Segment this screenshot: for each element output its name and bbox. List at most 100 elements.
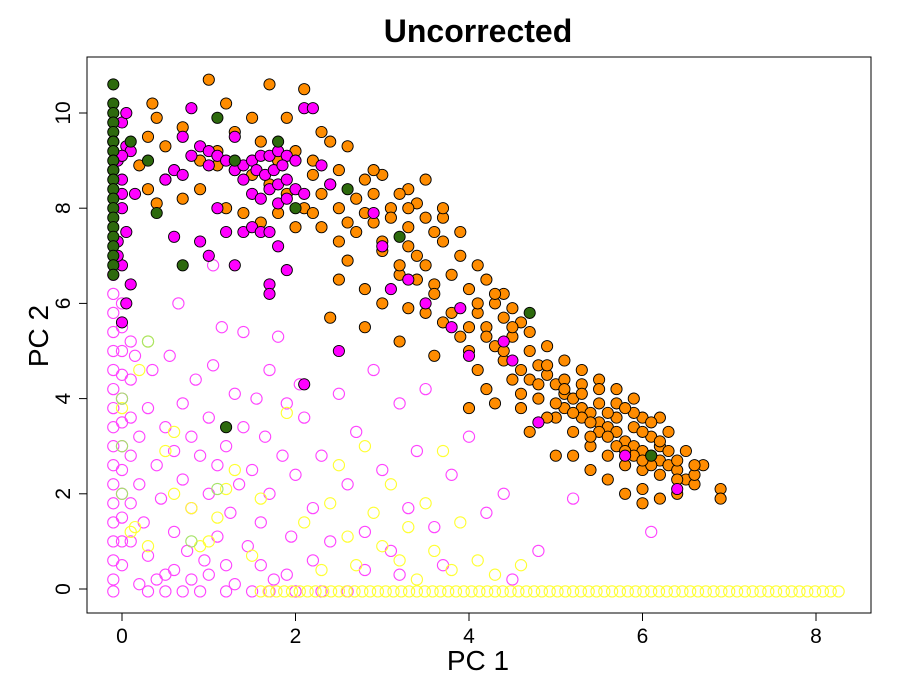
scatter-point [107,585,120,598]
scatter-point [593,383,606,396]
scatter-point [341,216,354,229]
scatter-point [220,97,233,110]
scatter-point [211,202,224,215]
scatter-point [384,211,397,224]
scatter-point [419,211,432,224]
scatter-point [610,383,623,396]
chart-title: Uncorrected [384,13,573,49]
scatter-point [371,585,385,598]
scatter-point [473,585,486,598]
scatter-point [107,325,120,339]
scatter-point [376,297,389,310]
scatter-point [306,501,320,515]
scatter-point [567,425,580,438]
scatter-point [194,183,207,196]
scatter-point [176,192,189,205]
scatter-point [202,73,215,86]
scatter-point [428,225,441,239]
scatter-point [340,585,353,598]
scatter-point [176,130,189,143]
scatter-point [232,478,246,491]
scatter-point [402,240,415,253]
scatter-point [428,349,441,362]
scatter-point [124,335,137,348]
scatter-point [449,585,463,598]
scatter-point [206,359,220,372]
scatter-point [341,530,354,543]
scatter-point [348,585,361,598]
scatter-point [574,585,588,598]
scatter-point [769,585,783,598]
scatter-point [124,525,137,539]
scatter-point [115,487,129,500]
scatter-point [167,425,181,439]
scatter-point [445,468,458,481]
scatter-point [393,568,406,581]
scatter-point [645,585,658,598]
scatter-point [280,264,293,277]
scatter-point [185,430,198,443]
scatter-point [419,497,432,510]
scatter-point [376,240,389,253]
scatter-point [107,401,120,415]
scatter-point [159,421,172,434]
scatter-point [159,568,172,581]
scatter-point [128,187,142,200]
scatter-point [315,187,328,200]
scatter-point [220,421,233,434]
scatter-point [315,159,328,172]
scatter-point [228,130,241,143]
x-tick-label: 0 [116,625,128,648]
scatter-point [551,585,564,598]
scatter-point [341,585,354,598]
scatter-point [506,321,519,334]
scatter-point [653,468,666,481]
scatter-point [146,97,159,110]
scatter-point [124,373,137,386]
scatter-point [332,585,346,598]
scatter-point [514,402,528,415]
scatter-point [402,302,415,315]
scatter-point [167,444,181,458]
scatter-point [228,387,241,400]
scatter-point [520,585,533,598]
scatter-point [445,563,458,577]
scatter-point [393,230,406,243]
scatter-point [662,425,675,438]
y-tick-label: 4 [52,392,75,404]
scatter-point [402,501,415,515]
scatter-point [202,535,215,548]
scatter-point [512,585,525,598]
scatter-point [211,530,224,543]
scatter-point [575,387,588,400]
scatter-point [395,585,408,598]
scatter-point [324,535,337,548]
scatter-point [107,78,120,91]
scatter-point [668,585,681,598]
scatter-point [107,363,120,377]
scatter-point [185,149,198,162]
scatter-point [341,140,354,153]
scatter-point [367,206,380,220]
scatter-point [332,459,346,472]
scatter-point [584,416,597,429]
scatter-point [410,585,424,598]
scatter-point [488,397,502,410]
scatter-point [532,378,545,391]
scatter-point [245,549,259,562]
scatter-point [707,585,720,598]
scatter-point [419,173,432,186]
scatter-point [699,585,712,598]
scatter-point [263,287,276,300]
scatter-point [549,397,562,410]
scatter-point [298,187,311,200]
scatter-point [523,325,536,339]
scatter-point [454,225,467,239]
scatter-point [824,585,837,598]
scatter-point [301,585,314,598]
scatter-point [285,585,299,598]
scatter-point [653,492,666,505]
scatter-point [367,506,380,519]
scatter-point [176,585,189,598]
scatter-point [107,440,120,453]
